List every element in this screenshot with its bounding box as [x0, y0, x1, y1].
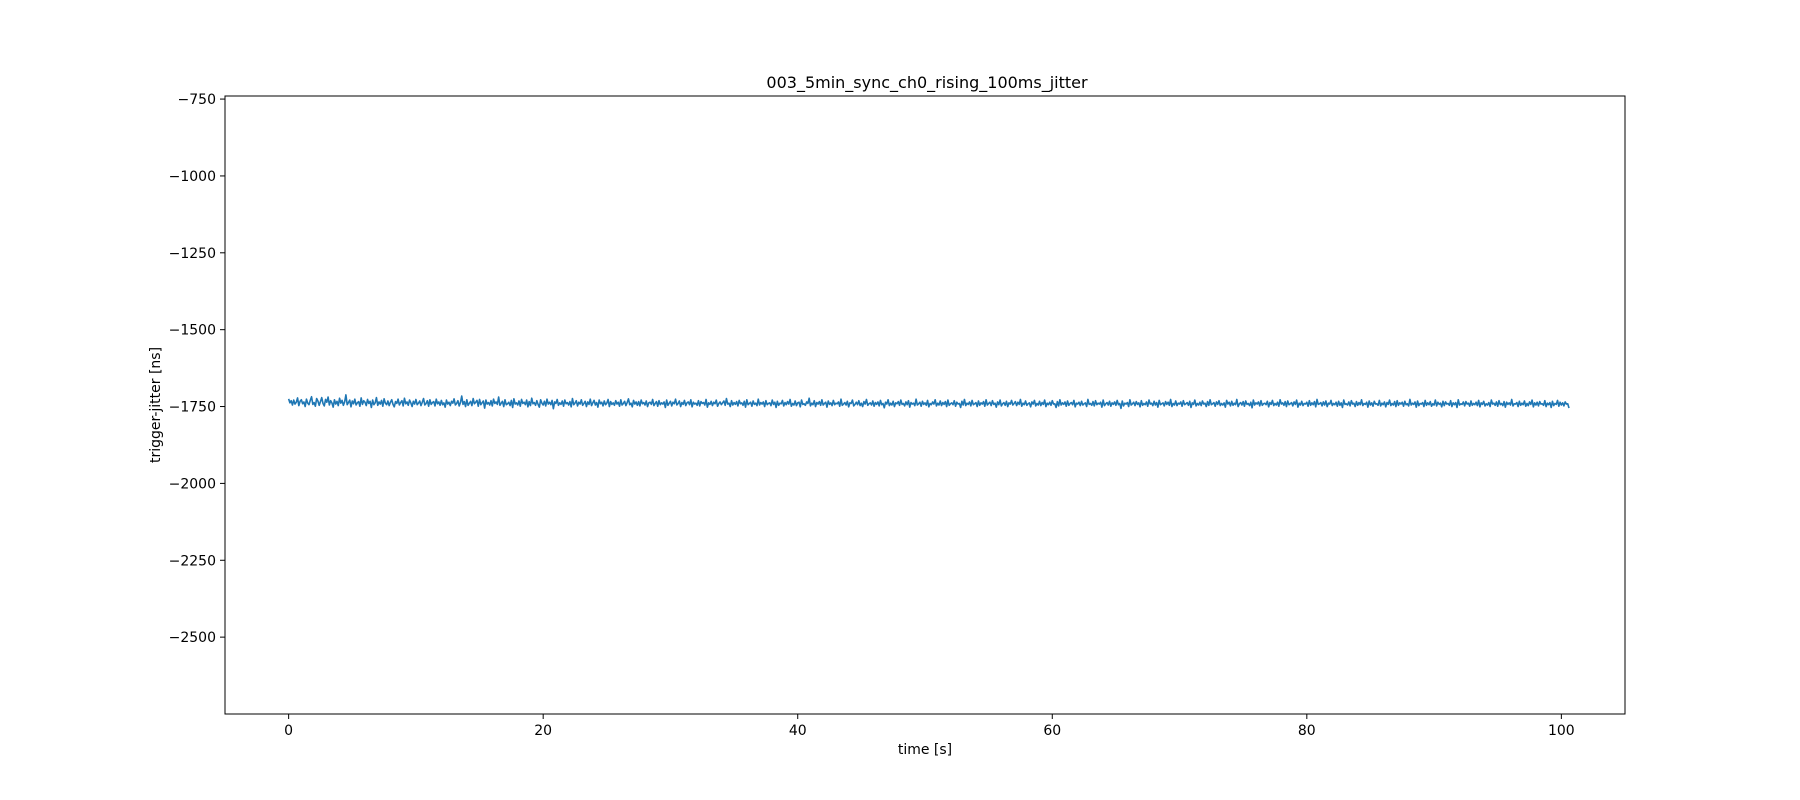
y-tick-label: −1500 — [169, 323, 216, 339]
x-axis-ticks: 0 20 40 60 80 100 — [284, 714, 1575, 739]
axes-frame — [224, 95, 1626, 715]
chart-title: 003_5min_sync_ch0_rising_100ms_jitter — [766, 73, 1088, 93]
y-tick-label: −1250 — [169, 246, 216, 262]
series-line — [287, 394, 1570, 410]
x-axis-label: time [s] — [898, 742, 952, 758]
plot-area — [224, 95, 1626, 715]
y-tick-label: −2000 — [169, 476, 216, 492]
y-tick-label: −1750 — [169, 400, 216, 416]
y-axis-label: trigger-jitter [ns] — [148, 347, 164, 463]
y-tick-label: −2250 — [169, 553, 216, 569]
y-tick-label: −750 — [178, 92, 216, 108]
x-tick-label: 20 — [534, 723, 552, 739]
y-tick-label: −1000 — [169, 169, 216, 185]
x-tick-label: 80 — [1298, 723, 1316, 739]
x-tick-label: 60 — [1043, 723, 1061, 739]
x-tick-label: 100 — [1548, 723, 1575, 739]
y-tick-label: −2500 — [169, 630, 216, 646]
y-axis-ticks: −750 −1000 −1250 −1500 −1750 −2000 −2250 −2500 — [169, 92, 225, 646]
series-layer — [287, 394, 1570, 410]
x-tick-label: 0 — [284, 723, 293, 739]
x-tick-label: 40 — [789, 723, 807, 739]
